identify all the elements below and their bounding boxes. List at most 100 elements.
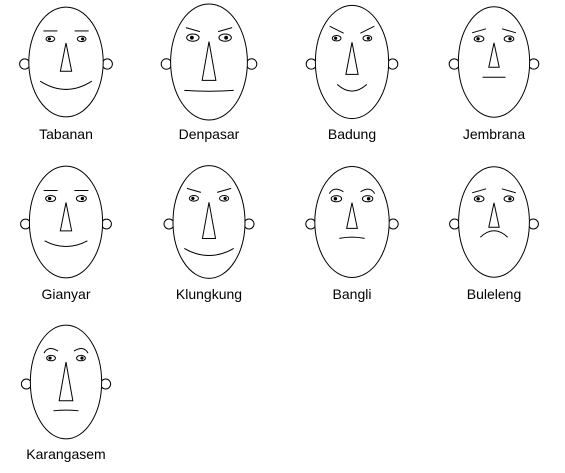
face-pupil-right: [366, 196, 371, 201]
face-eye-left: [331, 35, 342, 42]
face-brow-right: [360, 188, 376, 194]
face-nose: [346, 202, 358, 229]
face-head: [29, 324, 103, 440]
face-ear-right: [528, 58, 540, 70]
face-ear-right: [527, 218, 539, 230]
face-eye-left: [45, 35, 56, 43]
face-mouth: [184, 89, 234, 92]
face-pupil-right: [80, 196, 85, 201]
face-head: [170, 3, 248, 121]
face-karangasem: Karangasem: [20, 324, 112, 462]
face-label: Karangasem: [26, 446, 105, 462]
face-pupil-right: [508, 37, 512, 41]
face-nose: [59, 42, 73, 72]
face-tabanan: Tabanan: [19, 6, 113, 142]
face-eye-right: [76, 354, 86, 362]
face-eye-left: [330, 195, 343, 203]
face-eye-left: [186, 33, 200, 42]
face-ear-left: [449, 218, 461, 230]
face-head: [28, 6, 104, 118]
face-pupil-right: [80, 356, 84, 360]
face-eye-left: [473, 35, 485, 43]
face-pupil-left: [334, 36, 338, 40]
face-ear-right: [245, 58, 258, 70]
face-buleleng: Buleleng: [449, 166, 539, 302]
face-head: [28, 165, 104, 279]
face-head: [314, 4, 390, 120]
face-mouth: [53, 409, 79, 412]
face-eye-left: [473, 195, 485, 203]
face-mouth: [44, 240, 88, 248]
face-ear-right: [100, 378, 112, 390]
face-brow-left: [328, 188, 344, 194]
face-brow-right: [73, 348, 89, 354]
face-pupil-right: [81, 37, 85, 41]
face-brow-left: [471, 188, 487, 194]
face-label: Tabanan: [39, 126, 93, 142]
face-nose: [345, 42, 359, 75]
face-brow-right: [216, 187, 232, 193]
face-pupil-right: [224, 35, 229, 40]
face-eye-right: [76, 35, 87, 43]
face-brow-right: [501, 28, 517, 34]
face-label: Gianyar: [41, 286, 90, 302]
face-label: Badung: [328, 126, 376, 142]
face-ear-left: [160, 58, 173, 70]
face-gianyar: Gianyar: [20, 165, 112, 302]
face-head: [172, 165, 246, 279]
face-pupil-left: [48, 356, 52, 360]
faces-layer: Tabanan Denpasar Badung Jembrana Gianyar Klun…: [19, 3, 540, 462]
face-bangli: Bangli: [305, 166, 399, 302]
face-denpasar: Denpasar: [160, 3, 258, 142]
face-brow-left: [471, 28, 487, 34]
face-ear-right: [387, 58, 399, 70]
face-pupil-right: [508, 197, 512, 201]
face-label: Buleleng: [467, 286, 522, 302]
face-eye-right: [218, 33, 232, 42]
face-mouth: [339, 236, 365, 239]
face-eye-right: [503, 195, 515, 203]
face-ear-right: [387, 218, 399, 230]
face-mouth: [39, 80, 93, 90]
face-ear-right: [101, 58, 113, 70]
face-brow-right: [360, 25, 375, 34]
face-eye-left: [46, 354, 56, 362]
face-head: [314, 166, 390, 278]
face-ear-left: [20, 378, 32, 390]
face-nose: [201, 41, 217, 81]
face-badung: Badung: [305, 4, 399, 142]
face-eye-left: [45, 195, 57, 203]
face-pupil-right: [366, 36, 370, 40]
face-klungkung: Klungkung: [163, 165, 255, 302]
face-pupil-left: [476, 37, 480, 41]
face-eye-right: [75, 195, 87, 203]
face-mouth: [479, 230, 509, 238]
face-eye-right: [503, 35, 515, 43]
face-ear-left: [448, 58, 460, 70]
face-head: [458, 166, 530, 278]
face-label: Klungkung: [176, 286, 242, 302]
face-ear-left: [305, 218, 317, 230]
face-jembrana: Jembrana: [448, 6, 540, 142]
face-pupil-left: [47, 196, 52, 201]
face-nose: [201, 202, 217, 239]
face-brow-left: [43, 348, 59, 354]
face-pupil-left: [333, 196, 338, 201]
face-eye-right: [219, 195, 230, 202]
face-ear-left: [163, 218, 175, 230]
face-nose: [58, 362, 74, 402]
face-pupil-left: [476, 197, 480, 201]
face-pupil-left: [191, 196, 195, 200]
face-label: Denpasar: [179, 126, 240, 142]
face-eye-right: [361, 195, 374, 203]
face-pupil-left: [189, 35, 194, 40]
face-brow-left: [185, 27, 201, 33]
face-label: Jembrana: [463, 126, 525, 142]
face-ear-right: [243, 218, 255, 230]
face-head: [457, 6, 531, 118]
face-brow-left: [329, 25, 344, 34]
face-eye-left: [188, 195, 199, 202]
face-pupil-left: [47, 37, 51, 41]
face-brow-right: [217, 27, 233, 33]
